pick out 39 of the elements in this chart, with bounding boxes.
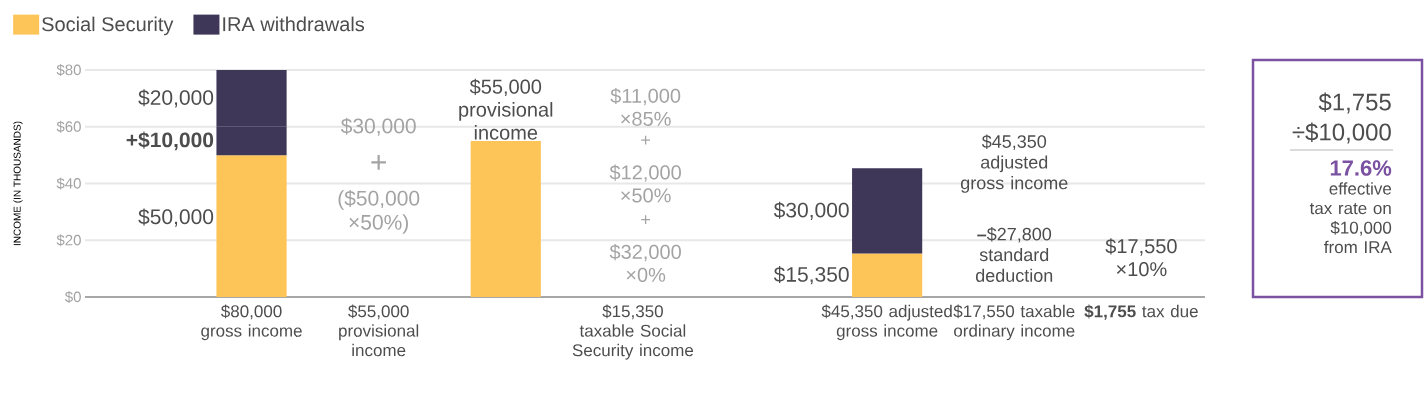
text: 17.6% xyxy=(1330,160,1392,176)
x-tick-label: $45,350 adjusted gross income xyxy=(821,304,952,341)
annotation: ($50,000 ×50%) xyxy=(338,189,420,234)
annotation: + xyxy=(641,215,650,224)
x-tick-label: $15,350 taxable Social Security income xyxy=(572,304,694,360)
annotation: $12,000 ×50% xyxy=(609,164,681,203)
annotation: $17,550 ×10% xyxy=(1105,238,1177,277)
bar xyxy=(216,155,287,297)
y-tick-label: $0 xyxy=(64,290,81,304)
text: effective tax rate on $10,000 from IRA xyxy=(1309,182,1392,254)
y-tick-label: $80 xyxy=(56,63,81,77)
bar xyxy=(852,168,923,254)
annotation: + xyxy=(641,135,650,145)
bar xyxy=(470,140,541,297)
annotation: $15,350 xyxy=(773,266,849,285)
y-tick-label: $40 xyxy=(56,177,81,190)
legend-label: IRA withdrawals xyxy=(223,16,365,32)
annotation: $20,000 xyxy=(138,89,214,108)
y-tick-label: $60 xyxy=(56,120,81,133)
annotation: +$10,000 xyxy=(126,131,214,151)
annotation: $30,000 xyxy=(340,117,416,136)
bar xyxy=(852,253,923,297)
annotation: $11,000 ×85% xyxy=(610,87,681,126)
text: ÷$10,000 xyxy=(1292,122,1391,144)
x-tick-label: $1,755 tax due xyxy=(1084,304,1198,320)
x-tick-label: $80,000 gross income xyxy=(201,304,302,341)
annotation: $32,000 ×0% xyxy=(609,243,681,282)
y-tick-label: $20 xyxy=(56,234,81,247)
y-axis-title: INCOME (IN THOUSANDS) xyxy=(13,121,23,246)
annotation: $50,000 xyxy=(138,208,214,227)
annotation: + xyxy=(371,154,386,170)
annotation: $55,000 provisional income xyxy=(459,78,553,140)
x-tick-label: $55,000 provisional income xyxy=(339,304,419,357)
legend-label: Social Security xyxy=(42,16,174,36)
annotation: –$27,800 standard deduction xyxy=(975,226,1053,282)
x-tick-label: $17,550 taxable ordinary income xyxy=(953,304,1075,341)
annotation: $30,000 xyxy=(773,201,849,220)
annotation: $45,350 adjusted gross income xyxy=(960,134,1068,193)
text: $1,755 xyxy=(1318,92,1391,114)
